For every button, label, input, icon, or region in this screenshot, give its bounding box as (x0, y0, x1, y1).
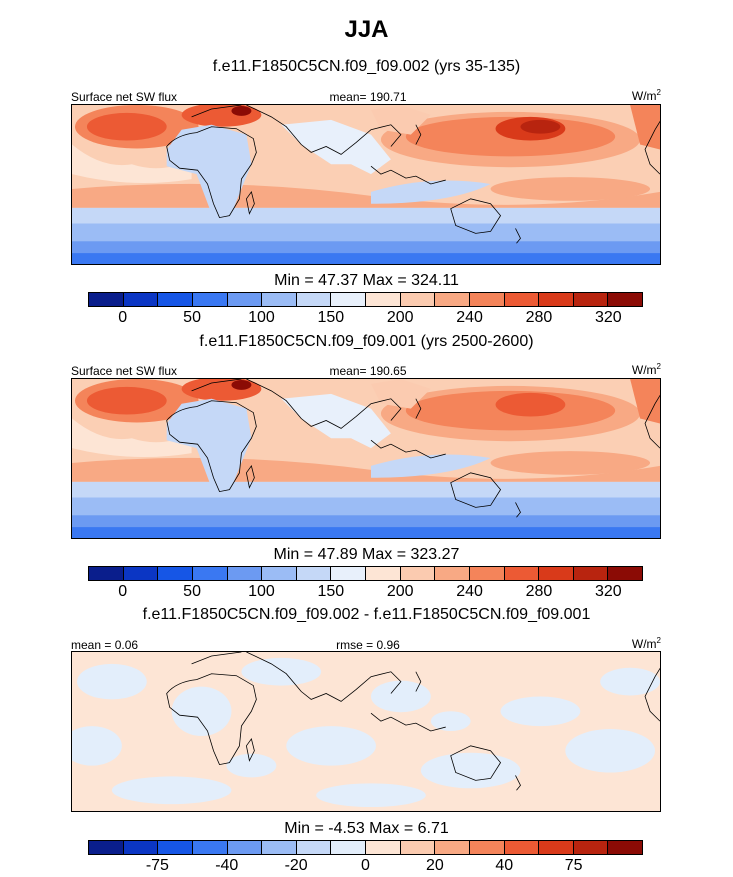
colorbar-swatch (296, 567, 332, 580)
colorbar-swatch (573, 841, 609, 854)
colorbar-swatch (400, 841, 436, 854)
panel2-mean-label: mean= 190.65 (329, 364, 407, 378)
colorbar-tick-label: 75 (564, 857, 583, 874)
colorbar-swatch (192, 293, 228, 306)
colorbar-swatch (573, 293, 609, 306)
colorbar-swatch (435, 567, 470, 580)
panel3-subtitle: f.e11.F1850C5CN.f09_f09.002 - f.e11.F185… (142, 606, 591, 623)
colorbar-swatch (400, 567, 436, 580)
colorbar-swatch (158, 567, 193, 580)
colorbar-swatch (539, 841, 574, 854)
colorbar-tick-label: 320 (594, 309, 622, 326)
colorbar-tick-label: 40 (495, 857, 514, 874)
colorbar-tick-label: 320 (594, 583, 622, 600)
colorbar-swatch (400, 293, 436, 306)
colorbar-swatch (366, 567, 401, 580)
colorbar-swatch (539, 293, 574, 306)
colorbar-swatch (158, 293, 193, 306)
colorbar-swatch (366, 293, 401, 306)
colorbar-tick-label: 200 (386, 583, 414, 600)
colorbar-tick-label: 0 (118, 309, 128, 326)
panel1-colorbar (88, 292, 643, 307)
panel3-units-label: W/m2 (631, 636, 661, 651)
colorbar-swatch (192, 841, 228, 854)
colorbar-swatch (158, 841, 193, 854)
colorbar-swatch (469, 293, 505, 306)
panel1-field-label: Surface net SW flux (71, 90, 178, 104)
panel3-colorbar-ticks: -75 -40 -20 0 20 40 75 (88, 857, 643, 875)
colorbar-swatch (504, 293, 540, 306)
colorbar-swatch (504, 841, 540, 854)
colorbar-swatch (296, 293, 332, 306)
colorbar-swatch (608, 567, 642, 580)
colorbar-tick-label: 100 (248, 583, 275, 600)
colorbar-swatch (89, 567, 124, 580)
panel1-mean-label: mean= 190.71 (329, 90, 407, 104)
panel1-subtitle: f.e11.F1850C5CN.f09_f09.002 (yrs 35-135) (212, 58, 521, 75)
panel2-map-svg (72, 379, 660, 538)
colorbar-swatch (366, 841, 401, 854)
panel2-map (71, 378, 661, 539)
colorbar-swatch (331, 567, 366, 580)
panel3-minmax: Min = -4.53 Max = 6.71 (284, 820, 449, 837)
colorbar-tick-label: 50 (183, 583, 201, 600)
panel3-map-svg (72, 652, 660, 811)
colorbar-swatch (89, 293, 124, 306)
panel3-colorbar (88, 840, 643, 855)
colorbar-tick-label: 20 (425, 857, 444, 874)
panel2-units-label: W/m2 (631, 362, 661, 377)
colorbar-tick-label: 240 (456, 309, 483, 326)
panel3-rmse-label: rmse = 0.96 (336, 638, 400, 652)
colorbar-swatch (262, 567, 297, 580)
colorbar-swatch (296, 841, 332, 854)
colorbar-tick-label: 150 (317, 583, 345, 600)
colorbar-tick-label: 0 (118, 583, 128, 600)
colorbar-swatch (123, 567, 159, 580)
colorbar-swatch (573, 567, 609, 580)
colorbar-tick-label: -20 (284, 857, 308, 874)
panel1-map (71, 104, 661, 265)
panel1-map-svg (72, 105, 660, 264)
panel2-minmax: Min = 47.89 Max = 323.27 (273, 546, 460, 563)
panel1-units-label: W/m2 (631, 88, 661, 103)
colorbar-tick-label: 280 (525, 309, 553, 326)
colorbar-swatch (331, 841, 366, 854)
colorbar-tick-label: 200 (386, 309, 414, 326)
colorbar-swatch (123, 841, 159, 854)
colorbar-tick-label: 150 (317, 309, 345, 326)
colorbar-swatch (435, 293, 470, 306)
colorbar-swatch (608, 293, 642, 306)
panel1-colorbar-ticks: 0 50 100 150 200 240 280 320 (88, 309, 643, 327)
colorbar-swatch (608, 841, 642, 854)
colorbar-swatch (331, 293, 366, 306)
colorbar-swatch (262, 841, 297, 854)
colorbar-tick-label: 50 (183, 309, 201, 326)
colorbar-swatch (89, 841, 124, 854)
panel2-field-label: Surface net SW flux (71, 364, 178, 378)
panel1-minmax: Min = 47.37 Max = 324.11 (274, 272, 459, 289)
colorbar-swatch (192, 567, 228, 580)
colorbar-swatch (539, 567, 574, 580)
colorbar-swatch (504, 567, 540, 580)
colorbar-swatch (469, 841, 505, 854)
panel3-map (71, 651, 661, 812)
colorbar-swatch (262, 293, 297, 306)
colorbar-swatch (435, 841, 470, 854)
panel2-subtitle: f.e11.F1850C5CN.f09_f09.001 (yrs 2500-26… (199, 333, 534, 350)
colorbar-swatch (469, 567, 505, 580)
panel3-mean-label: mean = 0.06 (71, 638, 139, 652)
colorbar-swatch (227, 293, 263, 306)
panel2-colorbar (88, 566, 643, 581)
colorbar-tick-label: 240 (456, 583, 483, 600)
figure-title: JJA (344, 16, 389, 43)
colorbar-tick-label: 280 (525, 583, 553, 600)
colorbar-tick-label: 0 (361, 857, 370, 874)
colorbar-swatch (123, 293, 159, 306)
colorbar-tick-label: -75 (145, 857, 169, 874)
panel2-colorbar-ticks: 0 50 100 150 200 240 280 320 (88, 583, 643, 601)
colorbar-swatch (227, 841, 263, 854)
colorbar-tick-label: 100 (248, 309, 275, 326)
colorbar-tick-label: -40 (215, 857, 239, 874)
colorbar-swatch (227, 567, 263, 580)
